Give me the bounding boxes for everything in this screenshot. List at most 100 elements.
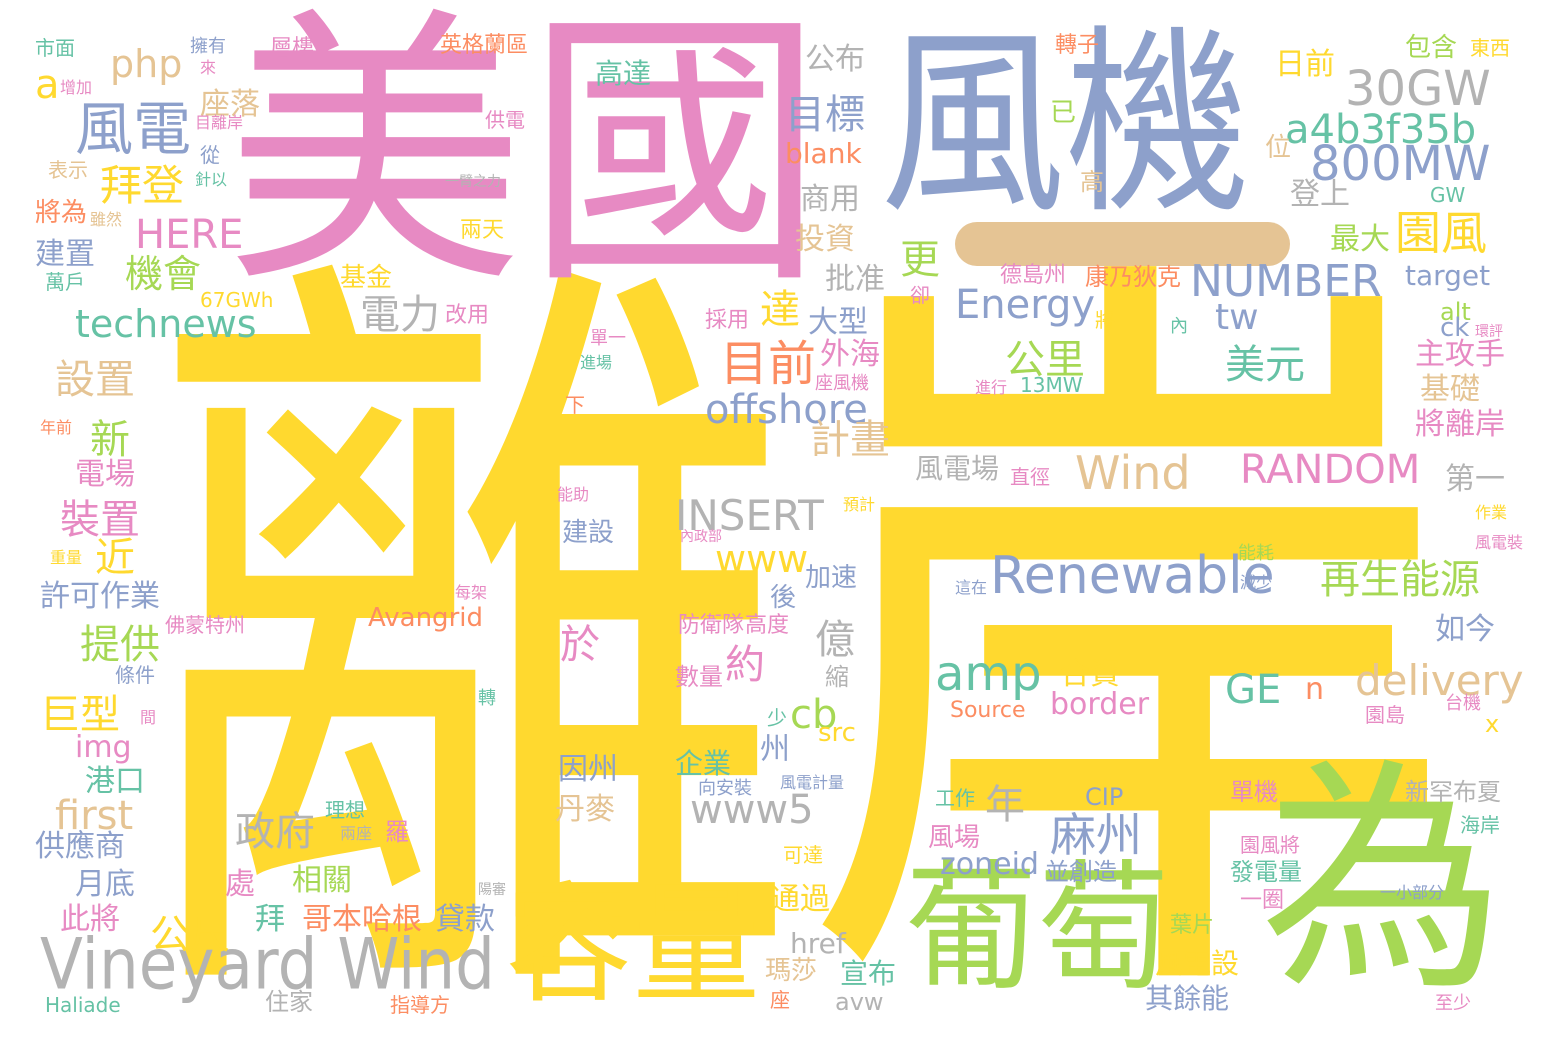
cloud-word: 萬戶 [45, 270, 85, 294]
cloud-word: 這在 [955, 578, 988, 597]
cloud-word: 瑪莎 [765, 956, 818, 986]
cloud-word: www5 [690, 787, 814, 833]
cloud-word: 電力 [360, 292, 440, 338]
cloud-word: 風電 [75, 95, 192, 163]
cloud-word: 羅 [385, 818, 409, 846]
cloud-word: 月底 [75, 867, 135, 902]
cloud-word: 並創造 [1045, 858, 1117, 886]
cloud-word: 更 [900, 237, 940, 283]
cloud-word: n [1305, 672, 1325, 707]
cloud-word: 風電場 [915, 452, 1000, 485]
cloud-word: Haliade [45, 993, 121, 1017]
cloud-word: technews [75, 302, 257, 346]
cloud-word: 防衛隊 [678, 613, 745, 638]
cloud-word: 能助 [557, 485, 590, 504]
cloud-word: 30GW [1345, 61, 1491, 117]
cloud-word: 此將 [60, 902, 120, 937]
cloud-word: 13MW [1020, 373, 1083, 397]
cloud-word: 座 [770, 988, 790, 1012]
cloud-word: 條件 [115, 663, 155, 687]
cloud-word: INSERT [675, 491, 824, 540]
cloud-word: 葉片 [1170, 913, 1215, 938]
cloud-word: 可達 [783, 843, 823, 867]
cloud-word: 台機 [1445, 693, 1481, 714]
cloud-word: 美國 [225, 0, 825, 323]
cloud-word: 因州 [558, 752, 618, 787]
cloud-word: 巨型 [40, 692, 120, 738]
cloud-word: RANDOM [1240, 447, 1421, 493]
cloud-word: GW [1430, 183, 1466, 207]
cloud-word: 億 [815, 617, 855, 663]
cloud-word: 達 [760, 287, 800, 333]
cloud-word: 主攻手 [1415, 337, 1505, 372]
cloud-word: Avangrid [368, 603, 483, 633]
cloud-word: 拜 [255, 902, 285, 937]
cloud-word: target [1405, 259, 1491, 292]
cloud-word: 雖然 [90, 210, 123, 229]
cloud-word: 理想 [325, 798, 365, 822]
cloud-word: zoneid [940, 847, 1039, 882]
cloud-word: 進場 [580, 353, 613, 372]
cloud-word: 包含 [1405, 33, 1458, 63]
cloud-word: 風電設 [1155, 947, 1240, 980]
cloud-word: 一小部分 [1380, 883, 1445, 902]
cloud-word: 園風 [1395, 206, 1487, 260]
cloud-word: 卻 [910, 283, 930, 307]
cloud-word: 近 [95, 535, 135, 581]
cloud-word: 一臂之力 [445, 174, 501, 190]
cloud-word: 第一 [1445, 462, 1505, 497]
cloud-word: offshore [705, 387, 868, 433]
cloud-word: NUMBER [1190, 256, 1382, 307]
cloud-word: 政府 [235, 809, 315, 855]
cloud-word: 州 [760, 732, 790, 767]
cloud-word: 如今 [1435, 612, 1495, 647]
cloud-word: 層樓 [270, 36, 315, 61]
cloud-word: 座落 [200, 87, 260, 122]
cloud-word: 已 [1050, 98, 1077, 128]
cloud-word: 建置 [35, 237, 95, 272]
cloud-word: 每架 [455, 583, 488, 602]
cloud-word: 後 [770, 583, 797, 613]
cloud-word: delivery [1355, 656, 1524, 705]
cloud-word: Vineyard Wind [40, 923, 495, 1006]
cloud-word: blank [785, 137, 862, 170]
cloud-word: 發電量 [1230, 858, 1302, 886]
cloud-word: 內政部 [680, 529, 722, 545]
cloud-word: 風場 [928, 823, 981, 853]
cloud-word: 內 [1170, 316, 1188, 337]
cloud-word: src [818, 718, 856, 748]
cloud-word: 年 [985, 782, 1025, 828]
cloud-word: 重量 [50, 548, 83, 567]
cloud-word: 將 [1095, 308, 1115, 332]
cloud-word: 貸款 [435, 902, 495, 937]
cloud-word: 增加 [60, 78, 93, 97]
cloud-word: HERE [135, 212, 244, 258]
cloud-word: 兩座 [340, 824, 373, 843]
cloud-word: 作業 [1475, 503, 1508, 522]
cloud-word: 少 [767, 706, 787, 730]
cloud-word: 加速 [805, 563, 858, 593]
cloud-word: 公尺 [150, 912, 230, 958]
cloud-word: 德島州 [1000, 263, 1067, 288]
cloud-word: cb [790, 692, 838, 738]
cloud-word: 相關 [292, 863, 352, 898]
cloud-word: 美元 [1225, 342, 1305, 388]
cloud-word: 環評 [1475, 324, 1503, 340]
cloud-word: a [35, 62, 60, 108]
cloud-word: 設置 [55, 357, 135, 403]
cloud-word: 新 [90, 417, 130, 463]
cloud-word: 市面 [35, 36, 75, 60]
cloud-word: 採用 [705, 308, 750, 333]
cloud-word: 機會 [125, 252, 202, 296]
cloud-word: 最大 [1330, 222, 1390, 257]
cloud-word: 於 [560, 622, 600, 668]
cloud-word: 針以 [195, 170, 228, 189]
cloud-word: 為 [1260, 739, 1505, 1025]
cloud-word: tw [1215, 297, 1259, 338]
cloud-word: 離岸 [140, 201, 1460, 1052]
cloud-word: 單機 [1230, 778, 1278, 806]
cloud-word: 東西 [1470, 36, 1510, 60]
cloud-word: 合資 [1060, 657, 1120, 692]
cloud-word: 從 [200, 143, 220, 167]
cloud-word: 減少 [1240, 573, 1273, 592]
